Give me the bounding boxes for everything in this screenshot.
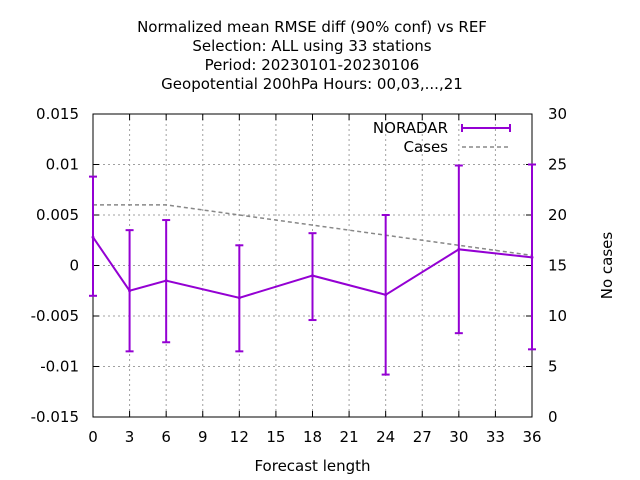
title-line: Geopotential 200hPa Hours: 00,03,...,21	[161, 75, 463, 93]
y2-tick-label: 10	[548, 307, 567, 325]
axis-ticks: 0 3 6 9 12 15 18 21 24 27 30 33 36-0.015-0.01-0.0050…	[31, 105, 567, 446]
legend-label-noradar: NORADAR	[373, 119, 448, 137]
y2-tick-label: 5	[548, 358, 558, 376]
y2-tick-label: 30	[548, 105, 567, 123]
y-tick-label: 0	[69, 257, 79, 275]
error-bar	[89, 175, 97, 297]
error-bar	[454, 164, 463, 335]
y2-tick-label: 25	[548, 156, 567, 174]
series	[89, 163, 536, 376]
error-bar	[125, 229, 134, 353]
series-line-noradar	[92, 236, 533, 299]
y-tick-label: 0.01	[46, 156, 79, 174]
x-tick-label: 3	[125, 428, 135, 446]
y2-tick-label: 20	[548, 206, 567, 224]
data-point	[164, 279, 168, 283]
chart-title: Normalized mean RMSE diff (90% conf) vs …	[137, 18, 487, 93]
x-tick-label: 18	[303, 428, 322, 446]
x-tick-label: 24	[376, 428, 395, 446]
y-tick-label: -0.01	[40, 358, 79, 376]
y-tick-label: 0.005	[36, 206, 79, 224]
y-tick-label: -0.005	[31, 307, 79, 325]
data-point	[91, 235, 95, 239]
data-point	[311, 274, 314, 278]
legend-label-cases: Cases	[403, 138, 448, 156]
y2-axis-label: No cases	[598, 232, 616, 300]
series-line-cases	[93, 204, 533, 257]
data-point	[530, 255, 534, 259]
y2-tick-label: 0	[548, 408, 558, 426]
x-tick-label: 33	[486, 428, 505, 446]
data-point	[384, 293, 388, 297]
title-line: Selection: ALL using 33 stations	[192, 37, 431, 55]
data-point	[457, 247, 461, 251]
error-bar	[381, 214, 390, 376]
x-tick-label: 9	[198, 428, 208, 446]
y-tick-label: -0.015	[31, 408, 79, 426]
error-bar	[308, 232, 317, 322]
x-tick-label: 6	[161, 428, 171, 446]
error-bar	[235, 244, 244, 353]
x-tick-label: 0	[88, 428, 98, 446]
data-point	[128, 289, 132, 293]
data-point	[237, 296, 241, 300]
x-tick-label: 15	[266, 428, 285, 446]
y2-tick-label: 15	[548, 257, 567, 275]
x-tick-label: 27	[413, 428, 432, 446]
x-tick-label: 36	[522, 428, 541, 446]
x-axis-label: Forecast length	[254, 457, 370, 475]
error-bar	[162, 219, 171, 344]
title-line: Period: 20230101-20230106	[205, 56, 420, 74]
y-tick-label: 0.015	[36, 105, 79, 123]
error-bar	[528, 163, 536, 351]
title-line: Normalized mean RMSE diff (90% conf) vs …	[137, 18, 487, 36]
x-tick-label: 12	[230, 428, 249, 446]
x-tick-label: 21	[340, 428, 359, 446]
x-tick-label: 30	[449, 428, 468, 446]
